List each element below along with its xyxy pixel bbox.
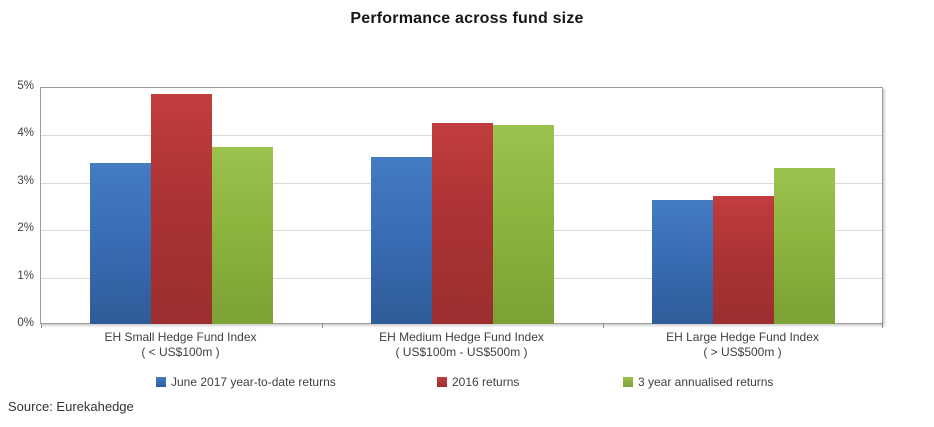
plot-area bbox=[40, 87, 883, 328]
x-axis-tick bbox=[322, 323, 323, 328]
legend-swatch-icon bbox=[156, 377, 166, 387]
category-range: ( > US$500m ) bbox=[703, 345, 782, 359]
bar-3-year-annualised-returns bbox=[774, 167, 835, 324]
bar-3-year-annualised-returns bbox=[212, 146, 273, 324]
legend-swatch-icon bbox=[623, 377, 633, 387]
bar-2016-returns bbox=[432, 123, 493, 324]
bar-3-year-annualised-returns bbox=[493, 124, 554, 324]
y-axis-tick-label: 2% bbox=[17, 222, 34, 235]
x-axis-tick bbox=[603, 323, 604, 328]
category-range: ( US$100m - US$500m ) bbox=[395, 345, 528, 359]
chart-title: Performance across fund size bbox=[350, 10, 584, 27]
legend-item: 3 year annualised returns bbox=[623, 375, 773, 389]
x-axis-tick bbox=[41, 323, 42, 328]
bar-2016-returns bbox=[713, 196, 774, 324]
category-name: EH Medium Hedge Fund Index bbox=[379, 330, 544, 344]
source-note: Source: Eurekahedge bbox=[8, 399, 134, 414]
y-axis-tick-label: 0% bbox=[17, 317, 34, 329]
category-name: EH Small Hedge Fund Index bbox=[104, 330, 257, 344]
legend-label: 2016 returns bbox=[452, 375, 520, 389]
bar-june-2017-year-to-date-returns bbox=[652, 199, 713, 324]
legend-label: 3 year annualised returns bbox=[638, 375, 774, 389]
y-axis-tick-label: 5% bbox=[17, 80, 34, 92]
y-axis-tick-label: 4% bbox=[17, 127, 34, 140]
legend-item: June 2017 year-to-date returns bbox=[156, 375, 336, 389]
legend-item: 2016 returns bbox=[437, 375, 519, 389]
category-range: ( < US$100m ) bbox=[141, 345, 220, 359]
y-axis-tick-label: 3% bbox=[17, 174, 34, 187]
x-axis-tick bbox=[882, 323, 883, 328]
bar-2016-returns bbox=[151, 93, 212, 324]
y-axis-tick-label: 1% bbox=[17, 269, 34, 282]
legend-label: June 2017 year-to-date returns bbox=[171, 375, 336, 389]
x-axis-category-label: EH Small Hedge Fund Index( < US$100m ) bbox=[40, 330, 321, 360]
bar-june-2017-year-to-date-returns bbox=[90, 162, 151, 324]
bar-june-2017-year-to-date-returns bbox=[371, 157, 432, 324]
x-axis-category-label: EH Medium Hedge Fund Index( US$100m - US… bbox=[321, 330, 602, 360]
legend-swatch-icon bbox=[437, 377, 447, 387]
category-name: EH Large Hedge Fund Index bbox=[666, 330, 819, 344]
x-axis-category-label: EH Large Hedge Fund Index( > US$500m ) bbox=[602, 330, 883, 360]
